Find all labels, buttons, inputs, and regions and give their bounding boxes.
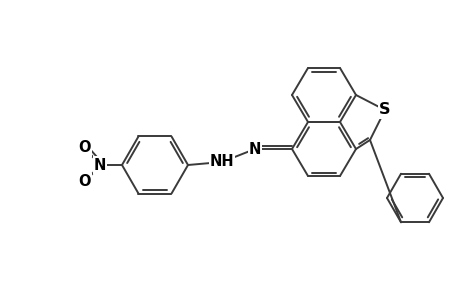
Text: S: S	[378, 103, 390, 118]
Text: N: N	[248, 142, 261, 157]
Text: N: N	[94, 158, 106, 172]
Text: NH: NH	[209, 154, 234, 169]
Text: O: O	[78, 140, 91, 155]
Text: O: O	[78, 175, 91, 190]
